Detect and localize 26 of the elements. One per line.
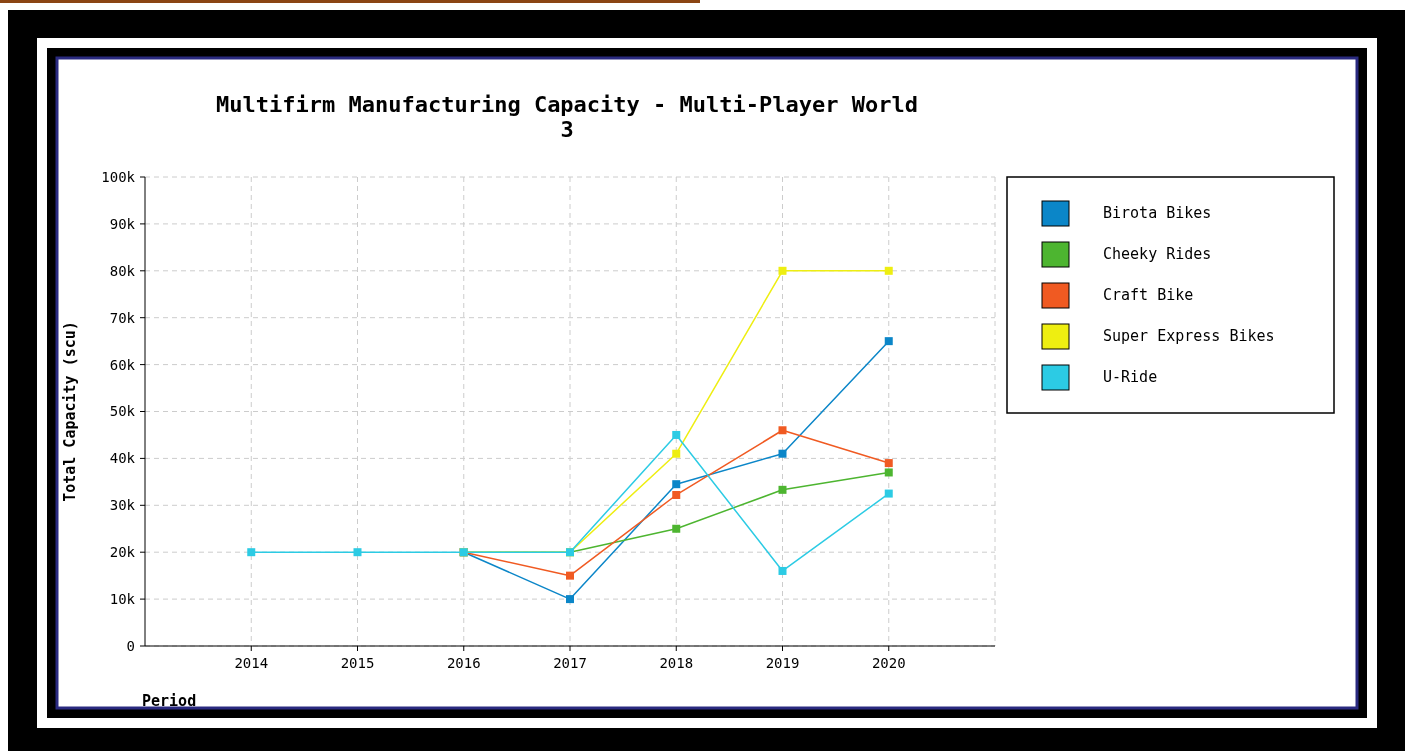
y-tick-label: 30k bbox=[109, 497, 136, 514]
x-tick-label: 2017 bbox=[553, 655, 587, 671]
x-tick-label: 2016 bbox=[446, 655, 481, 671]
legend-label: Cheeky Rides bbox=[1103, 245, 1212, 264]
y-tick-label: 60k bbox=[109, 356, 136, 373]
y-tick-label: 80k bbox=[109, 262, 136, 279]
y-tick-label: 40k bbox=[109, 450, 136, 467]
x-tick-label: 2020 bbox=[871, 655, 906, 671]
x-tick-label: 2014 bbox=[234, 655, 269, 671]
x-tick-label: 2019 bbox=[765, 655, 800, 671]
y-tick-label: 90k bbox=[109, 215, 136, 232]
y-tick-label: 20k bbox=[109, 544, 136, 561]
legend-label: U-Ride bbox=[1103, 368, 1158, 387]
legend-label: Craft Bike bbox=[1103, 286, 1194, 305]
y-tick-label: 10k bbox=[109, 591, 136, 607]
x-tick-label: 2018 bbox=[659, 655, 694, 671]
y-tick-label: 0 bbox=[126, 637, 135, 654]
x-axis-title: Period bbox=[142, 692, 197, 710]
legend-label: Super Express Bikes bbox=[1103, 327, 1275, 346]
chart-title: Multifirm Manufacturing Capacity - Multi-Player World 3 bbox=[216, 92, 918, 142]
y-tick-label: 100k bbox=[101, 168, 136, 185]
legend-label: Birota Bikes bbox=[1103, 204, 1212, 223]
y-axis-title: Total Capacity (scu) bbox=[61, 321, 79, 502]
x-tick-label: 2015 bbox=[340, 655, 375, 671]
y-tick-label: 50k bbox=[109, 403, 136, 420]
y-tick-label: 70k bbox=[109, 309, 136, 326]
